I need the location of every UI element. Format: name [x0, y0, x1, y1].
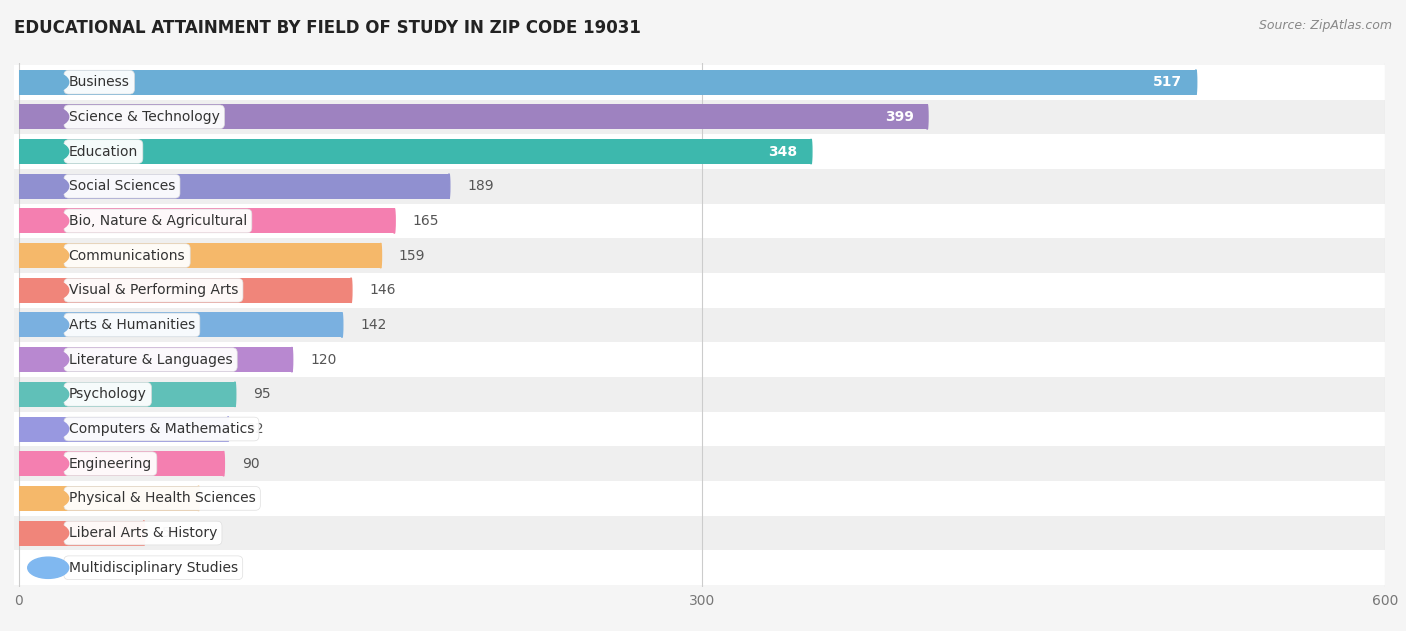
Ellipse shape	[28, 349, 69, 370]
Circle shape	[380, 243, 381, 268]
Text: Computers & Mathematics: Computers & Mathematics	[69, 422, 254, 436]
Text: Literature & Languages: Literature & Languages	[69, 353, 232, 367]
Bar	[18, 382, 235, 407]
Bar	[14, 550, 1385, 585]
Bar	[18, 174, 449, 199]
Text: Business: Business	[69, 75, 129, 89]
Text: 189: 189	[467, 179, 494, 193]
Circle shape	[449, 174, 450, 199]
Text: Psychology: Psychology	[69, 387, 146, 401]
Bar	[14, 411, 1385, 446]
Circle shape	[222, 451, 225, 476]
Circle shape	[291, 347, 292, 372]
Text: Communications: Communications	[69, 249, 186, 262]
Bar	[14, 342, 1385, 377]
Bar	[18, 69, 1197, 95]
Text: 92: 92	[246, 422, 264, 436]
Ellipse shape	[28, 71, 69, 93]
Bar	[18, 208, 394, 233]
Circle shape	[235, 382, 236, 407]
Bar	[14, 446, 1385, 481]
Bar	[18, 416, 228, 442]
Text: Source: ZipAtlas.com: Source: ZipAtlas.com	[1258, 19, 1392, 32]
Text: Visual & Performing Arts: Visual & Performing Arts	[69, 283, 238, 297]
Text: Science & Technology: Science & Technology	[69, 110, 219, 124]
Bar	[14, 273, 1385, 308]
Bar	[14, 204, 1385, 239]
Text: 399: 399	[884, 110, 914, 124]
Ellipse shape	[28, 453, 69, 475]
Text: Liberal Arts & History: Liberal Arts & History	[69, 526, 217, 540]
Text: Bio, Nature & Agricultural: Bio, Nature & Agricultural	[69, 214, 247, 228]
Circle shape	[927, 104, 928, 129]
Ellipse shape	[28, 141, 69, 162]
Bar	[18, 243, 381, 268]
Ellipse shape	[28, 210, 69, 232]
Ellipse shape	[28, 175, 69, 197]
Circle shape	[198, 486, 200, 511]
Circle shape	[143, 521, 145, 546]
Text: 90: 90	[242, 457, 259, 471]
Bar	[14, 134, 1385, 169]
Text: 55: 55	[162, 526, 180, 540]
Ellipse shape	[28, 280, 69, 301]
Bar	[14, 239, 1385, 273]
Text: Education: Education	[69, 144, 138, 158]
Bar	[14, 516, 1385, 550]
Circle shape	[1195, 69, 1197, 95]
Bar	[14, 308, 1385, 342]
Bar	[14, 169, 1385, 204]
Bar	[14, 481, 1385, 516]
Bar	[18, 451, 224, 476]
Ellipse shape	[28, 245, 69, 266]
Circle shape	[394, 208, 395, 233]
Ellipse shape	[28, 314, 69, 336]
Text: 165: 165	[412, 214, 439, 228]
Text: 95: 95	[253, 387, 271, 401]
Ellipse shape	[28, 488, 69, 509]
Ellipse shape	[28, 418, 69, 440]
Text: 120: 120	[311, 353, 336, 367]
Bar	[18, 486, 198, 511]
Circle shape	[350, 278, 352, 303]
Bar	[18, 347, 292, 372]
Text: 142: 142	[360, 318, 387, 332]
Ellipse shape	[28, 106, 69, 127]
Text: Multidisciplinary Studies: Multidisciplinary Studies	[69, 561, 238, 575]
Circle shape	[342, 312, 343, 338]
Text: 79: 79	[217, 492, 235, 505]
Ellipse shape	[28, 522, 69, 544]
Text: Physical & Health Sciences: Physical & Health Sciences	[69, 492, 256, 505]
Text: EDUCATIONAL ATTAINMENT BY FIELD OF STUDY IN ZIP CODE 19031: EDUCATIONAL ATTAINMENT BY FIELD OF STUDY…	[14, 19, 641, 37]
Text: 348: 348	[768, 144, 797, 158]
Text: 146: 146	[370, 283, 396, 297]
Text: Arts & Humanities: Arts & Humanities	[69, 318, 195, 332]
Text: Social Sciences: Social Sciences	[69, 179, 176, 193]
Bar	[14, 377, 1385, 411]
Circle shape	[228, 416, 229, 442]
Bar	[18, 104, 927, 129]
Text: Engineering: Engineering	[69, 457, 152, 471]
Bar	[18, 312, 342, 338]
Bar	[14, 65, 1385, 100]
Ellipse shape	[28, 557, 69, 579]
Bar	[18, 139, 811, 164]
Bar	[14, 100, 1385, 134]
Ellipse shape	[28, 384, 69, 405]
Text: 159: 159	[399, 249, 426, 262]
Bar	[18, 278, 352, 303]
Text: 0: 0	[32, 561, 41, 575]
Text: 517: 517	[1153, 75, 1182, 89]
Circle shape	[810, 139, 811, 164]
Bar	[18, 521, 143, 546]
